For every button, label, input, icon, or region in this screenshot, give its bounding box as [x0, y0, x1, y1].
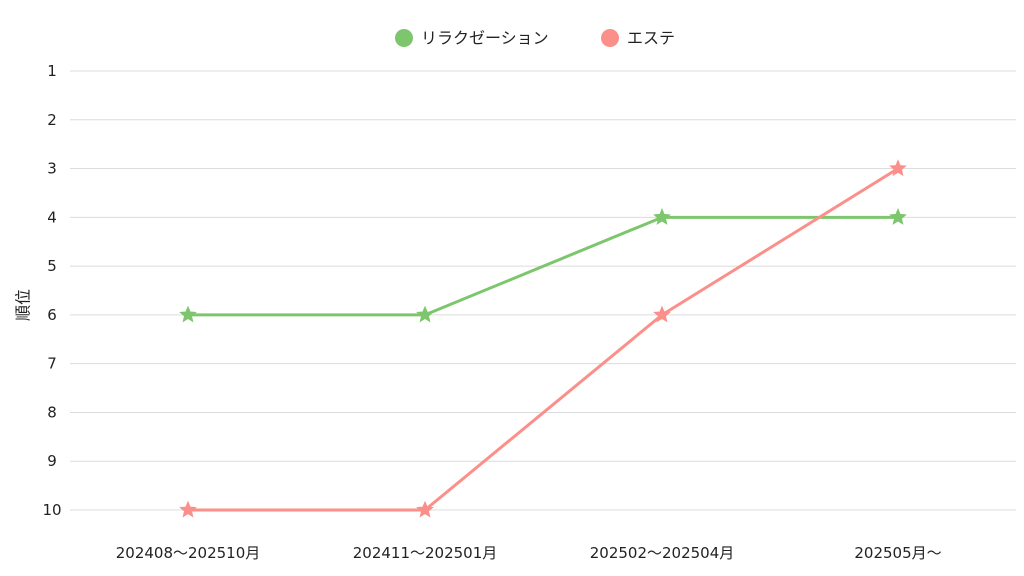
legend-label: エステ — [627, 29, 675, 48]
legend-label: リラクゼーション — [421, 29, 549, 48]
y-tick-label: 2 — [47, 111, 57, 129]
series-esthetic — [179, 159, 907, 518]
y-tick-label: 7 — [47, 355, 57, 373]
data-point-star[interactable] — [416, 500, 434, 518]
series-line — [186, 167, 900, 512]
legend-marker-icon — [601, 29, 619, 47]
y-tick-label: 6 — [47, 306, 57, 324]
x-tick-label: 202408〜202510月 — [116, 544, 261, 562]
data-point-star[interactable] — [179, 305, 197, 323]
series-layer — [179, 159, 907, 518]
y-tick-label: 10 — [42, 501, 61, 519]
y-tick-label: 8 — [47, 403, 57, 421]
data-point-star[interactable] — [653, 208, 671, 225]
data-point-star[interactable] — [416, 305, 434, 323]
y-tick-label: 9 — [47, 452, 57, 470]
x-tick-label: 202502〜202504月 — [590, 544, 735, 562]
legend[interactable]: リラクゼーション エステ — [395, 29, 675, 48]
data-point-star[interactable] — [889, 208, 907, 225]
grid-lines — [70, 70, 1016, 511]
y-tick-label: 5 — [47, 257, 57, 275]
data-point-star[interactable] — [179, 500, 197, 518]
data-point-star[interactable] — [653, 305, 671, 323]
y-tick-label: 4 — [47, 208, 57, 226]
y-tick-label: 3 — [47, 160, 57, 178]
x-tick-label: 202411〜202501月 — [353, 544, 498, 562]
legend-item[interactable]: リラクゼーション — [395, 29, 549, 48]
x-tick-label: 202505月〜 — [854, 544, 941, 562]
series-relaxation — [179, 208, 907, 323]
data-point-star[interactable] — [889, 159, 907, 177]
y-tick-label: 1 — [47, 62, 57, 80]
y-axis: 1 2 3 4 5 6 7 8 9 10 — [42, 62, 61, 519]
y-axis-title: 順位 — [14, 289, 33, 321]
x-axis: 202408〜202510月 202411〜202501月 202502〜20250… — [116, 544, 942, 562]
legend-marker-icon — [395, 29, 413, 47]
series-line — [186, 215, 900, 317]
legend-item[interactable]: エステ — [601, 29, 675, 48]
